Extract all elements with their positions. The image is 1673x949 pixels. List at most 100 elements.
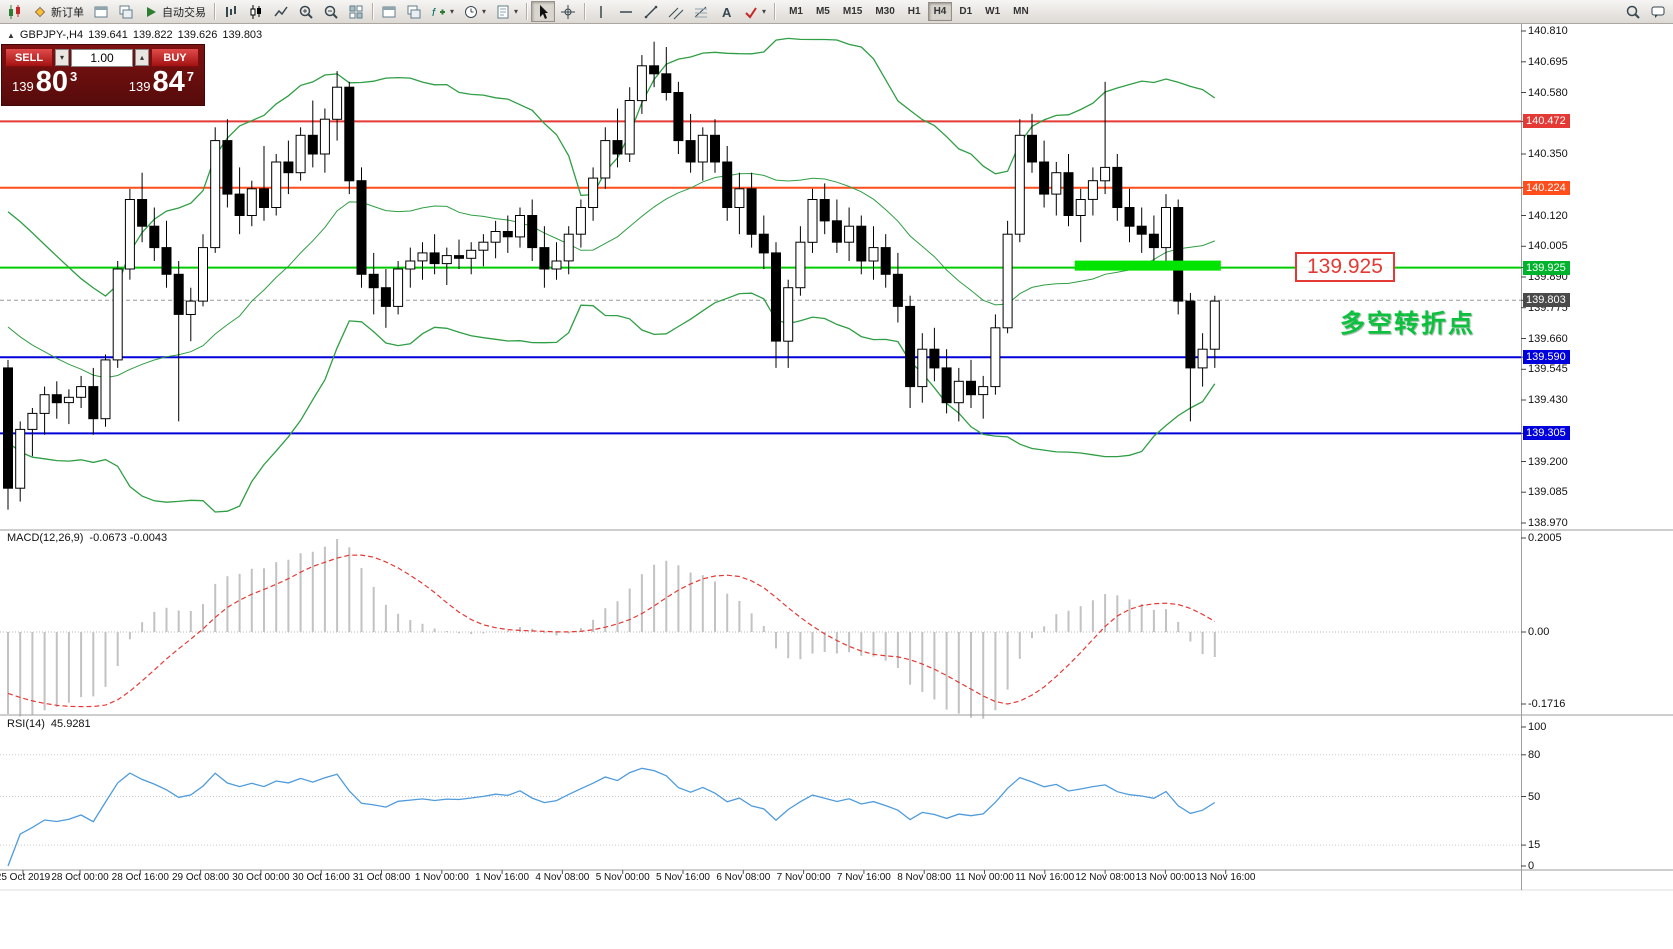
text-button[interactable]: A xyxy=(714,1,738,22)
dropdown-caret-icon: ▾ xyxy=(482,7,487,16)
time-label[interactable]: 11 Nov 00:00 xyxy=(955,872,1014,883)
arrows-button[interactable]: ▾ xyxy=(739,1,770,22)
terminal-window-button[interactable] xyxy=(114,1,138,22)
volume-decrement-button[interactable]: ▾ xyxy=(55,49,69,66)
zoom-in-button[interactable] xyxy=(294,1,318,22)
vline-icon xyxy=(600,5,602,18)
time-label[interactable]: 4 Nov 08:00 xyxy=(535,872,590,883)
new-order-button[interactable]: 新订单 xyxy=(28,1,88,22)
caret-up-icon: ▴ xyxy=(139,52,144,62)
chart-window-button[interactable] xyxy=(89,1,113,22)
zoom-out-button[interactable] xyxy=(319,1,343,22)
time-label[interactable]: 1 Nov 16:00 xyxy=(475,872,530,883)
price-line-label[interactable]: 139.590 xyxy=(1523,350,1570,365)
price-tick: 140.350 xyxy=(1528,148,1568,160)
timeframe-h4-button[interactable]: H4 xyxy=(927,2,953,21)
trade-panel-prices: 139 80 3 139 84 7 xyxy=(2,67,204,100)
price-tick: 140.810 xyxy=(1528,25,1568,37)
chat-button[interactable] xyxy=(1646,1,1670,22)
time-label[interactable]: 13 Nov 00:00 xyxy=(1135,872,1196,883)
windows2-icon xyxy=(119,5,133,18)
fibonacci-button[interactable] xyxy=(689,1,713,22)
price-callout[interactable]: 139.925 xyxy=(1295,252,1395,282)
toolbar-divider xyxy=(774,3,776,20)
time-label[interactable]: 25 Oct 2019 xyxy=(0,872,51,883)
timeframe-h1-button[interactable]: H1 xyxy=(902,2,927,21)
cursor-button[interactable] xyxy=(531,1,556,22)
candlestick-chart-button[interactable] xyxy=(244,1,268,22)
turning-point-annotation[interactable]: 多空转折点 xyxy=(1340,310,1476,338)
linechart-icon xyxy=(274,6,288,16)
horizontal-line-button[interactable] xyxy=(614,1,638,22)
time-label[interactable]: 1 Nov 00:00 xyxy=(414,872,469,883)
timeframe-mn-button[interactable]: MN xyxy=(1007,2,1035,21)
timeframe-w1-button[interactable]: W1 xyxy=(979,2,1006,21)
window-icon xyxy=(94,6,108,17)
sell-button[interactable]: SELL xyxy=(5,48,53,67)
rsi-name: RSI(14) xyxy=(7,718,45,730)
chat-icon xyxy=(1651,6,1665,18)
time-label[interactable]: 5 Nov 16:00 xyxy=(656,872,710,883)
candle-icon xyxy=(250,4,261,19)
chart-ohlc-header: ▲ GBPJPY-,H4 139.641 139.822 139.626 139… xyxy=(7,29,262,41)
crosshair-button[interactable] xyxy=(556,1,580,22)
new-chart-button[interactable] xyxy=(3,1,27,22)
auto-trading-button[interactable]: 自动交易 xyxy=(139,1,210,22)
price-line-label[interactable]: 140.224 xyxy=(1523,180,1570,195)
time-label[interactable]: 6 Nov 08:00 xyxy=(716,872,771,883)
time-label[interactable]: 28 Oct 00:00 xyxy=(51,872,109,883)
time-label[interactable]: 7 Nov 16:00 xyxy=(836,872,891,883)
macd-name: MACD(12,26,9) xyxy=(7,532,84,544)
time-label[interactable]: 31 Oct 08:00 xyxy=(352,872,411,883)
volume-increment-button[interactable]: ▴ xyxy=(135,49,149,66)
templates-button[interactable]: ▾ xyxy=(491,1,522,22)
time-label[interactable]: 12 Nov 08:00 xyxy=(1075,872,1135,883)
symbol-period-label: GBPJPY-,H4 xyxy=(19,29,84,41)
toolbar-divider xyxy=(214,3,215,20)
trendline-button[interactable] xyxy=(639,1,663,22)
price-line-label[interactable]: 139.925 xyxy=(1523,260,1570,275)
time-label[interactable]: 30 Oct 00:00 xyxy=(232,872,290,883)
bar-chart-button[interactable] xyxy=(219,1,243,22)
timeframe-m30-button[interactable]: M30 xyxy=(869,2,900,21)
price-tick: 139.660 xyxy=(1528,332,1568,345)
macd-tick: 0.00 xyxy=(1528,626,1550,638)
price-line-label[interactable]: 139.305 xyxy=(1523,426,1570,441)
indicators-button[interactable]: f ▾ xyxy=(427,1,458,22)
cascade-windows-button[interactable] xyxy=(402,1,426,22)
equidistant-channel-button[interactable] xyxy=(664,1,688,22)
time-label[interactable]: 11 Nov 16:00 xyxy=(1015,872,1075,883)
price-line-label[interactable]: 140.472 xyxy=(1523,114,1570,129)
one-click-panel-toggle-icon[interactable]: ▲ xyxy=(7,30,15,40)
buy-price: 139 84 7 xyxy=(129,68,194,97)
volume-input[interactable] xyxy=(71,48,133,67)
rsi-value: 45.9281 xyxy=(50,718,91,730)
tile-windows-button[interactable] xyxy=(344,1,368,22)
buy-button[interactable]: BUY xyxy=(151,48,199,67)
vertical-line-button[interactable] xyxy=(589,1,613,22)
timeframe-m5-button[interactable]: M5 xyxy=(810,2,836,21)
search-button[interactable] xyxy=(1621,1,1645,22)
buy-price-big: 84 xyxy=(152,66,185,98)
time-label[interactable]: 5 Nov 00:00 xyxy=(595,872,650,883)
time-label[interactable]: 28 Oct 16:00 xyxy=(111,872,169,883)
timeframe-d1-button[interactable]: D1 xyxy=(953,2,978,21)
time-label[interactable]: 13 Nov 16:00 xyxy=(1195,872,1256,883)
timeframe-m15-button[interactable]: M15 xyxy=(837,2,868,21)
time-label[interactable]: 7 Nov 00:00 xyxy=(776,872,831,883)
arrange-windows-button[interactable] xyxy=(377,1,401,22)
sell-price-pip: 3 xyxy=(69,69,78,84)
crosshair-icon xyxy=(561,4,576,19)
line-chart-button[interactable] xyxy=(269,1,293,22)
time-label[interactable]: 29 Oct 08:00 xyxy=(171,872,230,883)
price-tick: 139.545 xyxy=(1528,363,1568,376)
search-icon xyxy=(1626,5,1640,19)
timeframe-m1-button[interactable]: M1 xyxy=(783,2,809,21)
time-label[interactable]: 8 Nov 08:00 xyxy=(897,872,952,883)
toolbar-divider xyxy=(372,3,373,20)
toolbar: 新订单 自动交易 f ▾ ▾ ▾ A ▾ M1 M5 M15 M30 H1 H4 D1 W1 MN xyxy=(0,0,1673,24)
time-label[interactable]: 30 Oct 16:00 xyxy=(292,872,350,883)
rsi-tick: 15 xyxy=(1528,839,1541,852)
periods-button[interactable]: ▾ xyxy=(459,1,490,22)
